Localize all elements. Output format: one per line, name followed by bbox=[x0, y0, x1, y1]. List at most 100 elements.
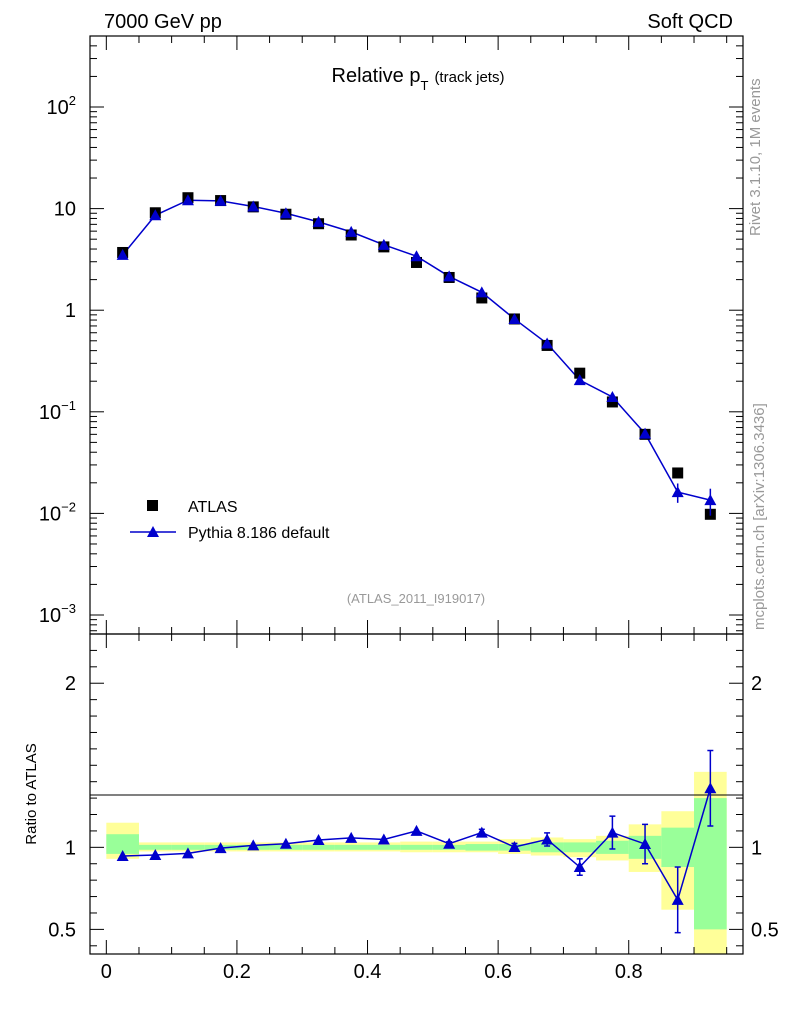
atlas-point bbox=[411, 256, 422, 268]
pythia-point bbox=[573, 374, 586, 386]
legend-label-atlas: ATLAS bbox=[188, 499, 238, 516]
atlas-point bbox=[672, 467, 684, 479]
ratio-axes: 0.5 0.5 1 1 2 2 0 0.2 0.4 0.6 0.8 bbox=[48, 634, 779, 983]
ratio-point bbox=[475, 826, 488, 838]
ratio-point bbox=[410, 824, 423, 836]
x-tick-label: 0.6 bbox=[484, 961, 512, 983]
ratio-uncertainty-bands bbox=[106, 771, 727, 954]
pythia-point bbox=[443, 270, 456, 282]
pythia-point bbox=[508, 312, 521, 324]
ratio-band-inner bbox=[465, 844, 499, 851]
rivet-version-label: Rivet 3.1.10, 1M events bbox=[747, 78, 764, 236]
ratio-point bbox=[541, 833, 554, 845]
y-tick-exponent: 2 bbox=[69, 93, 76, 108]
pythia-point bbox=[149, 209, 162, 221]
ratio-point bbox=[443, 837, 456, 849]
y-tick-exponent: −2 bbox=[61, 499, 76, 514]
y-tick-base: 10 bbox=[39, 605, 61, 627]
y-tick-base: 10 bbox=[47, 97, 69, 119]
pythia-point bbox=[606, 390, 619, 402]
x-tick-label: 0.2 bbox=[223, 961, 251, 983]
ratio-point bbox=[573, 861, 586, 873]
y-tick-exponent: −3 bbox=[61, 601, 76, 616]
pythia-line bbox=[122, 199, 711, 501]
main-plot-panel: Relative pT (track jets) 10−310−210−11101… bbox=[39, 35, 744, 635]
pythia-point bbox=[279, 207, 292, 219]
source-label: mcplots.cern.ch [arXiv:1306.3436] bbox=[751, 403, 768, 630]
ratio-band-inner bbox=[334, 844, 368, 850]
ratio-band-inner bbox=[106, 834, 139, 854]
plot-title: Relative pT (track jets) bbox=[332, 65, 505, 93]
ratio-band-inner bbox=[138, 844, 172, 850]
y-tick-base: 10 bbox=[39, 402, 61, 424]
ratio-point bbox=[704, 782, 717, 794]
ratio-point bbox=[247, 839, 260, 851]
legend-marker-atlas bbox=[147, 500, 158, 511]
y-tick-base: 10 bbox=[39, 503, 61, 525]
ratio-y-tick-label: 0.5 bbox=[48, 919, 76, 941]
legend: ATLAS Pythia 8.186 default bbox=[130, 499, 330, 542]
pythia-point bbox=[704, 494, 717, 506]
ratio-point bbox=[312, 833, 325, 845]
ratio-point bbox=[671, 893, 684, 905]
ratio-plot-panel: 0.5 0.5 1 1 2 2 0 0.2 0.4 0.6 0.8 Ratio to ATLAS bbox=[23, 633, 779, 983]
x-tick-label: 0.4 bbox=[354, 961, 382, 983]
ratio-point bbox=[149, 849, 162, 861]
y-tick-label: 1 bbox=[65, 300, 76, 322]
atlas-point bbox=[476, 292, 488, 304]
ratio-y-tick-label-right: 2 bbox=[751, 673, 762, 695]
ratio-band-inner bbox=[563, 842, 597, 853]
ratio-point bbox=[214, 842, 227, 854]
pythia-point bbox=[639, 427, 652, 439]
ratio-point bbox=[639, 838, 652, 850]
ratio-y-tick-label: 1 bbox=[65, 837, 76, 859]
legend-label-pythia: Pythia 8.186 default bbox=[188, 525, 330, 542]
pythia-point bbox=[181, 194, 194, 206]
pythia-point bbox=[475, 286, 488, 298]
pythia-point bbox=[214, 194, 227, 206]
ratio-plot-frame bbox=[89, 633, 744, 955]
ratio-y-tick-label-right: 0.5 bbox=[751, 919, 779, 941]
pythia-point bbox=[247, 200, 260, 212]
ratio-point bbox=[279, 837, 292, 849]
y-tick-label: 10 bbox=[54, 199, 76, 221]
analysis-id: (ATLAS_2011_I919017) bbox=[347, 591, 485, 606]
header-left: 7000 GeV pp bbox=[104, 11, 222, 33]
ratio-band-inner bbox=[530, 842, 564, 853]
ratio-band-inner bbox=[367, 844, 401, 850]
main-plot-frame bbox=[89, 35, 744, 635]
atlas-point bbox=[574, 367, 586, 379]
ratio-band-inner bbox=[171, 844, 205, 850]
ratio-point bbox=[508, 841, 521, 853]
ratio-point bbox=[345, 831, 358, 843]
y-tick-label: 10−2 bbox=[39, 499, 76, 525]
y-tick-label: 10−1 bbox=[39, 398, 76, 424]
pythia-point bbox=[377, 238, 390, 250]
legend-marker-pythia bbox=[147, 526, 159, 537]
ratio-y-tick-label-right: 1 bbox=[751, 837, 762, 859]
ratio-point bbox=[377, 833, 390, 845]
ratio-y-label: Ratio to ATLAS bbox=[23, 743, 40, 844]
ratio-point bbox=[116, 850, 129, 862]
x-tick-label: 0 bbox=[101, 961, 112, 983]
ratio-band-inner bbox=[302, 844, 335, 850]
pythia-point bbox=[541, 337, 554, 349]
ratio-band-inner bbox=[400, 844, 433, 850]
atlas-point bbox=[606, 396, 618, 408]
y-tick-exponent: −1 bbox=[61, 398, 76, 413]
pythia-point bbox=[671, 486, 684, 498]
ratio-y-tick-label: 2 bbox=[65, 673, 76, 695]
pythia-point bbox=[116, 248, 129, 260]
ratio-point bbox=[181, 847, 194, 859]
pythia-point bbox=[345, 225, 358, 237]
ratio-series bbox=[116, 749, 717, 934]
y-tick-label: 102 bbox=[47, 93, 76, 119]
pythia-point bbox=[312, 215, 325, 227]
header-right: Soft QCD bbox=[647, 11, 733, 33]
pythia-point bbox=[410, 250, 423, 262]
x-tick-label: 0.8 bbox=[615, 961, 643, 983]
main-series bbox=[116, 192, 717, 520]
ratio-point bbox=[606, 826, 619, 838]
